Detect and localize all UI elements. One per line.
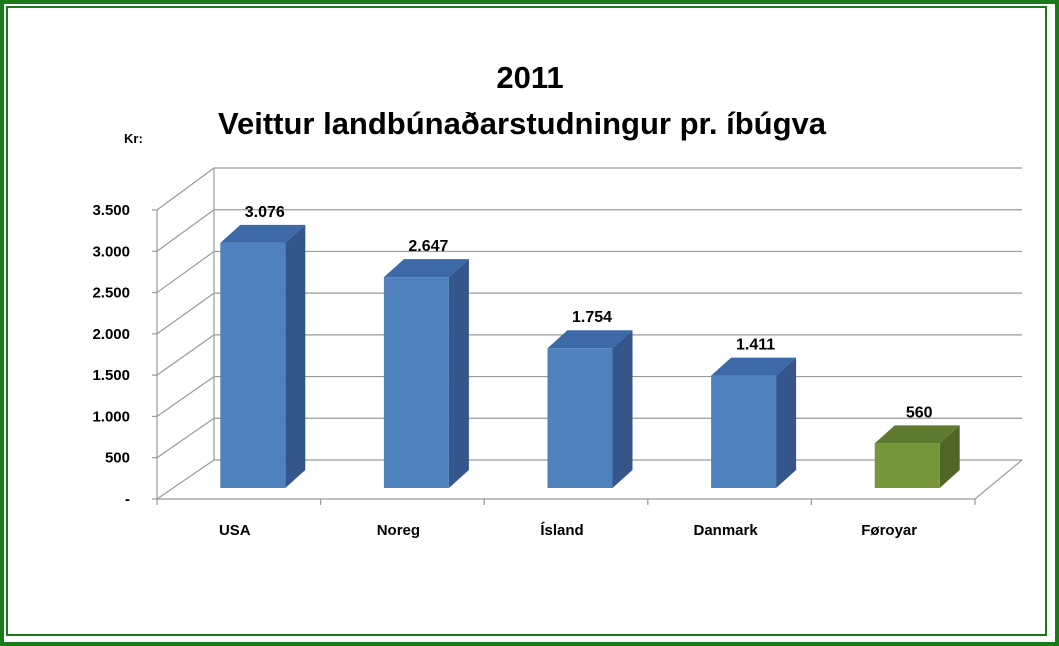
y-tick-label: 2.500 [92, 285, 130, 302]
bar-front-face [547, 348, 613, 488]
bar-side-face [612, 330, 633, 488]
y-tick-label: - [125, 491, 130, 508]
data-label: 1.754 [572, 309, 612, 326]
x-tick-label: Danmark [693, 522, 758, 539]
bar-side-face [776, 357, 797, 488]
gridline-side [156, 334, 215, 376]
bar-usa: 3.076 [220, 204, 306, 488]
bar-front-face [220, 242, 286, 488]
gridline-side [156, 417, 215, 459]
bar-noreg: 2.647 [383, 238, 469, 488]
y-tick-label: 3.500 [92, 202, 130, 219]
bar-front-face [711, 375, 777, 488]
chart-subtitle: Veittur landbúnaðarstudningur pr. íbúgva [218, 106, 827, 141]
bar-top-face [547, 330, 633, 349]
y-ticks: - 500 1.000 1.500 2.000 2.500 3.000 3.500 [92, 202, 157, 508]
gridline-side [156, 292, 215, 335]
floor-right-edge [974, 459, 1023, 500]
data-label: 1.411 [736, 337, 775, 354]
y-tick-label: 1.500 [92, 367, 130, 384]
data-label: 560 [906, 404, 933, 421]
y-tick-label: 3.000 [92, 243, 130, 260]
bar-side-face [939, 425, 960, 488]
bar-side-face [448, 259, 469, 488]
chart-title: 2011 [496, 60, 563, 95]
bar-danmark: 1.411 [711, 337, 797, 488]
gridline-side [156, 209, 215, 252]
bar-top-face [383, 259, 469, 278]
bar-front-face [874, 443, 940, 488]
gridline-side [156, 459, 215, 500]
bars: 3.076 2.647 1.754 1.411 560 [220, 204, 960, 488]
data-label: 2.647 [408, 238, 448, 255]
gridline-side [156, 250, 215, 294]
bar-top-face [711, 357, 797, 376]
y-axis-unit: Kr: [124, 131, 143, 146]
x-tick-label: USA [219, 522, 251, 539]
bar-føroyar: 560 [874, 404, 960, 488]
y-tick-label: 2.000 [92, 326, 130, 343]
bar-ísland: 1.754 [547, 309, 633, 488]
chart-inner-border [6, 6, 1047, 636]
x-tick-label: Noreg [377, 522, 420, 539]
x-tick-label: Ísland [540, 522, 583, 539]
y-tick-label: 1.000 [92, 408, 130, 425]
bar-top-face [220, 224, 306, 243]
gridline-side [156, 167, 215, 211]
bar-top-face [874, 425, 960, 444]
category-labels: USA Noreg Ísland Danmark Føroyar [156, 499, 976, 539]
x-tick-label: Føroyar [861, 522, 917, 539]
y-tick-label: 500 [105, 450, 130, 467]
gridline-side [156, 376, 215, 417]
bar-side-face [285, 224, 306, 488]
bar-front-face [383, 277, 449, 488]
data-label: 3.076 [245, 204, 285, 221]
